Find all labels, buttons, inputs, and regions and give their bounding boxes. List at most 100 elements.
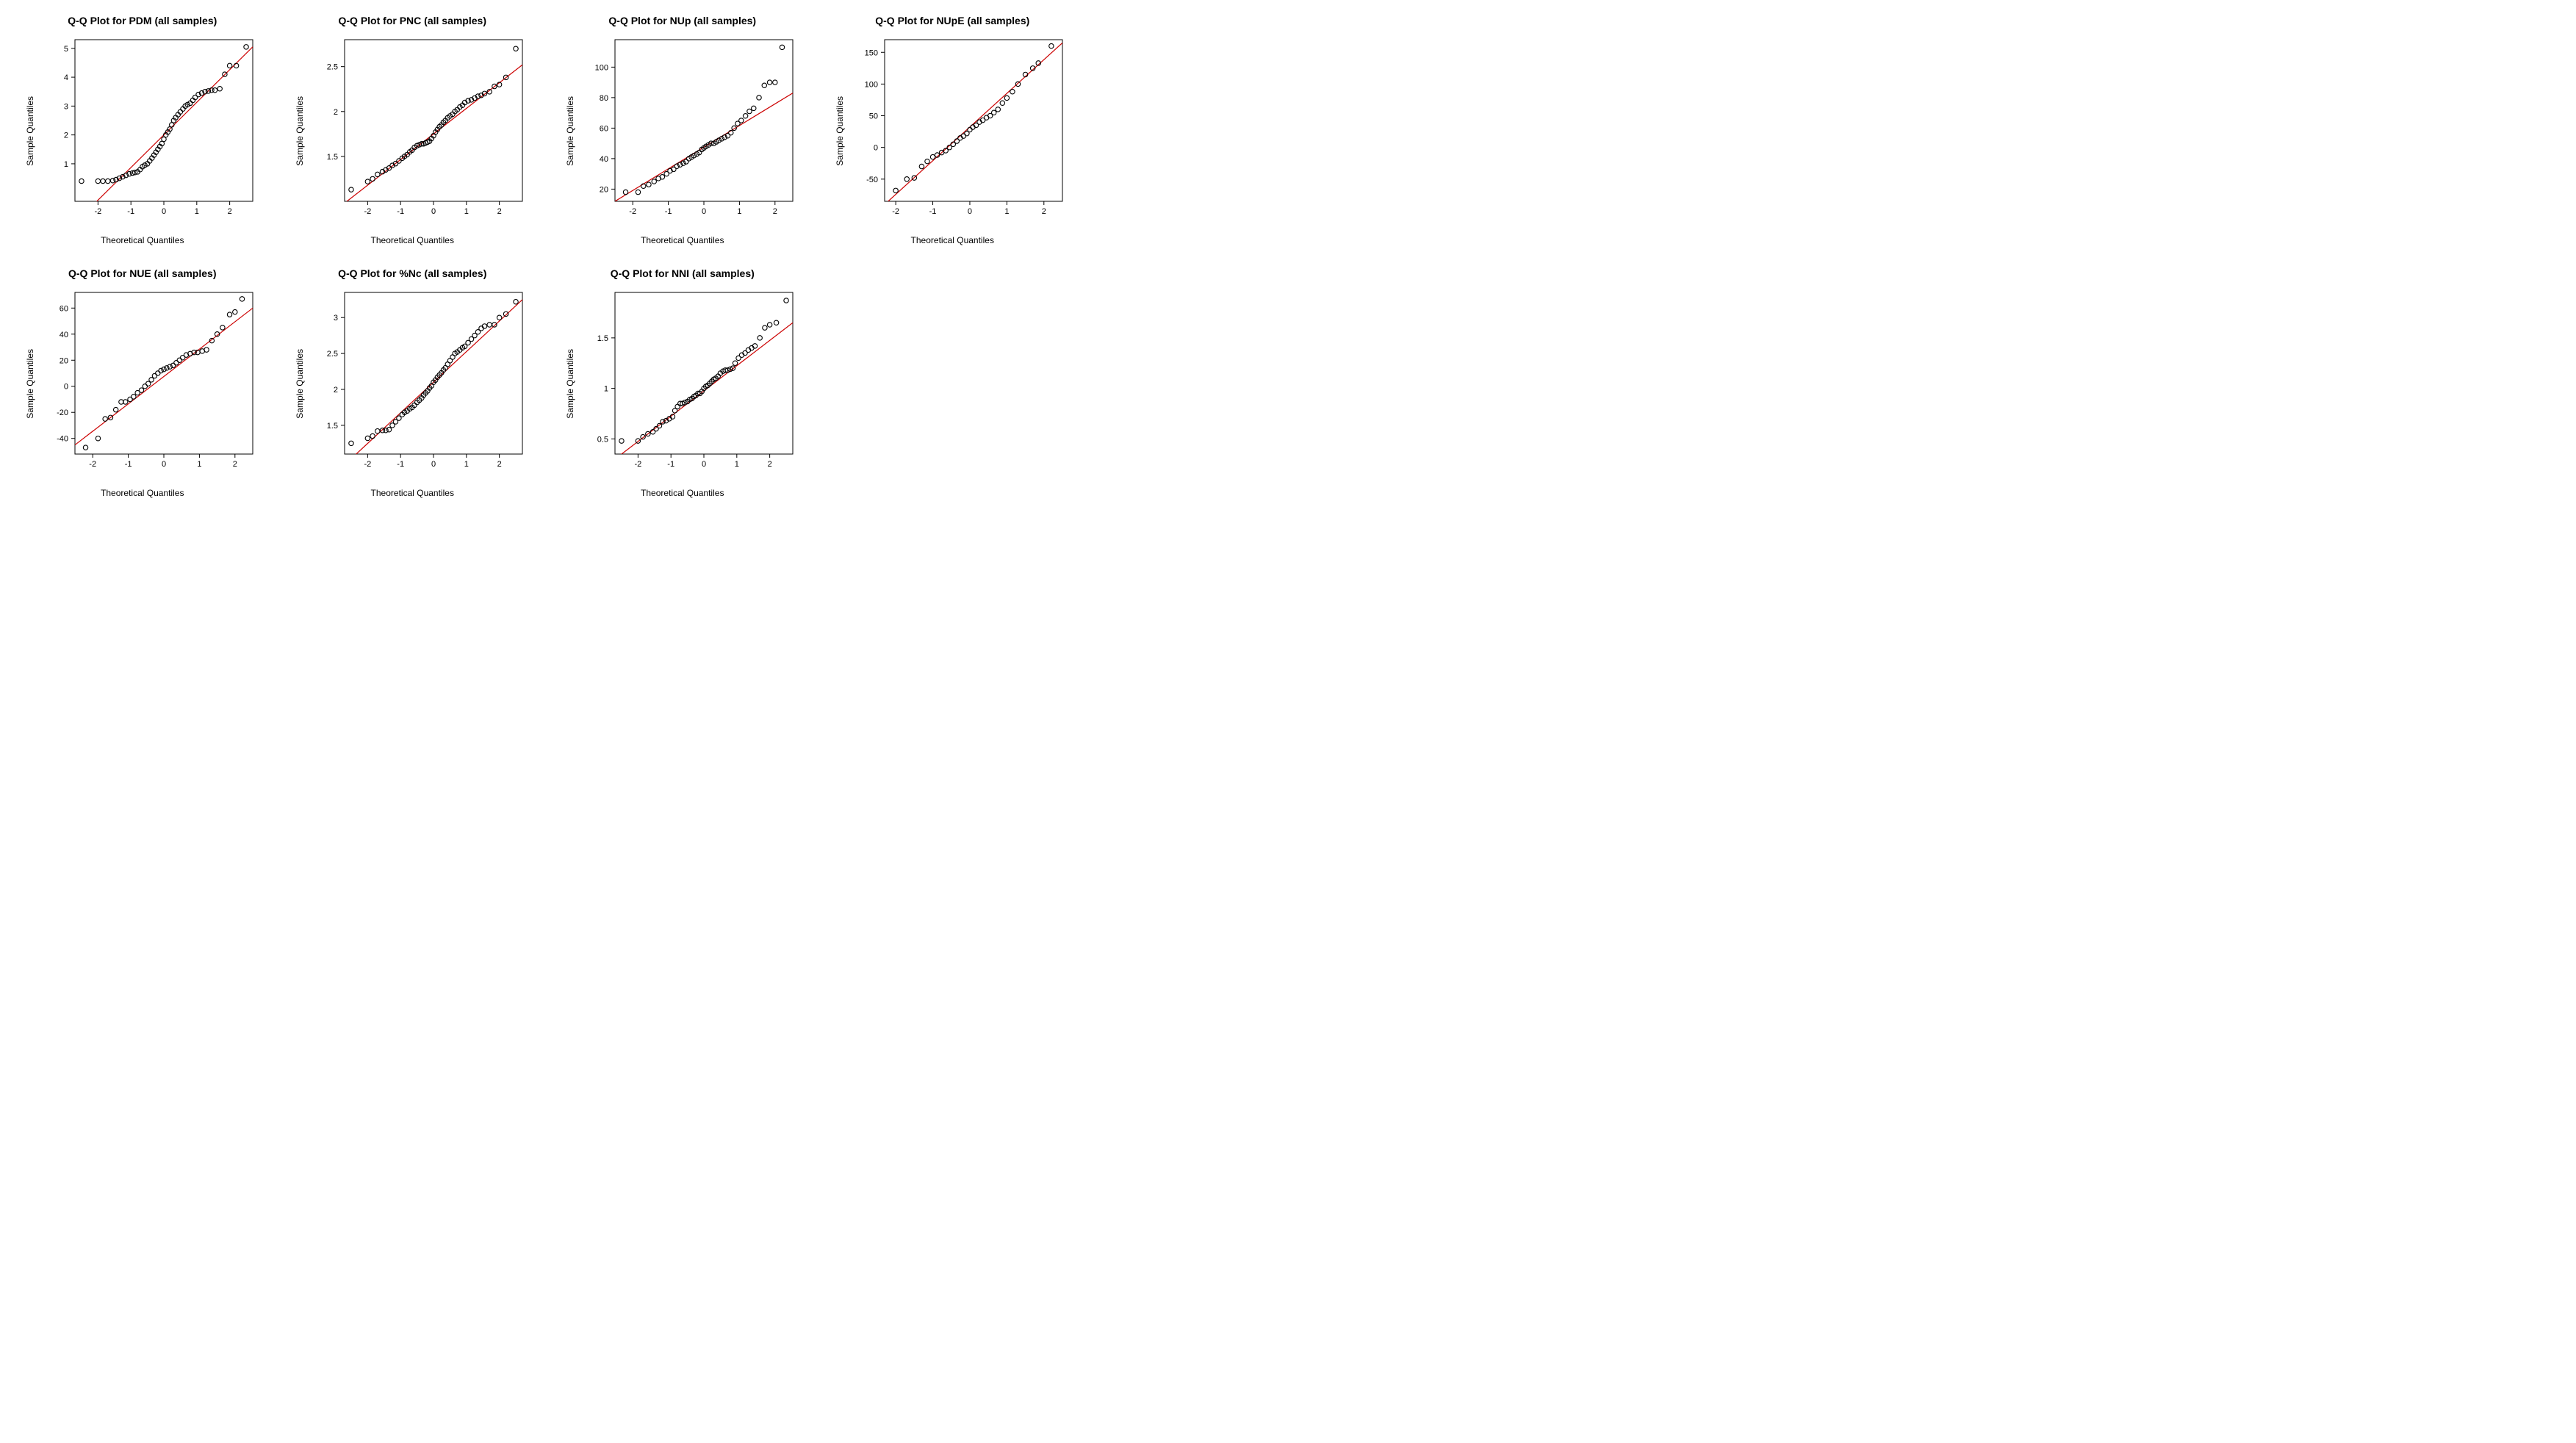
x-axis-label: Theoretical Quantiles	[371, 235, 454, 245]
y-tick-label: 80	[600, 94, 608, 103]
data-point	[762, 83, 766, 87]
data-point	[152, 373, 156, 378]
y-tick-label: 40	[60, 331, 68, 339]
data-point	[79, 179, 84, 183]
x-tick-label: 2	[767, 460, 771, 469]
y-tick-label: 3	[334, 314, 338, 323]
y-tick-label: 0	[64, 383, 68, 392]
qq-plot-svg: -2-10121.522.5	[309, 35, 530, 226]
panel-title: Q-Q Plot for PDM (all samples)	[68, 15, 217, 26]
data-point	[767, 80, 771, 84]
y-axis-label: Sample Quantiles	[835, 96, 845, 166]
y-tick-label: 5	[64, 45, 68, 54]
plot-wrap: Sample Quantiles-2-1012-40-200204060	[25, 288, 260, 479]
data-point	[244, 45, 248, 49]
y-tick-label: 2	[334, 386, 338, 395]
y-tick-label: -40	[57, 435, 68, 444]
data-point	[387, 428, 392, 432]
data-point	[110, 179, 115, 183]
x-tick-label: 1	[737, 207, 741, 216]
data-point	[139, 388, 143, 392]
data-point	[772, 80, 777, 84]
data-point	[1000, 101, 1004, 105]
data-point	[220, 325, 224, 330]
x-tick-label: 0	[968, 207, 972, 216]
data-point	[105, 179, 109, 183]
y-tick-label: 0.5	[597, 435, 608, 444]
x-tick-label: 1	[464, 460, 469, 469]
data-point	[758, 336, 762, 340]
data-point	[113, 407, 118, 411]
y-tick-label: 2	[334, 108, 338, 117]
data-point	[492, 323, 497, 327]
panel-title: Q-Q Plot for NNI (all samples)	[611, 267, 755, 279]
data-point	[83, 445, 87, 450]
data-point	[143, 384, 147, 389]
y-tick-label: 2.5	[327, 350, 338, 359]
data-point	[1016, 82, 1021, 86]
x-tick-label: 2	[497, 207, 502, 216]
data-point	[733, 361, 737, 365]
qq-plot-svg: -2-101220406080100	[580, 35, 800, 226]
data-point	[931, 154, 935, 159]
plot-frame	[75, 292, 253, 454]
data-point	[96, 436, 100, 441]
x-tick-label: 2	[227, 207, 231, 216]
y-axis-label: Sample Quantiles	[295, 349, 305, 419]
qq-reference-line	[75, 308, 253, 445]
y-tick-label: 1.5	[327, 153, 338, 162]
y-tick-label: 1	[604, 385, 608, 394]
x-axis-label: Theoretical Quantiles	[101, 488, 184, 498]
data-point	[487, 323, 492, 327]
data-point	[996, 107, 1000, 112]
x-tick-label: 1	[195, 207, 199, 216]
panel-title: Q-Q Plot for %Nc (all samples)	[338, 267, 486, 279]
x-axis-label: Theoretical Quantiles	[371, 488, 454, 498]
data-point	[683, 159, 688, 164]
data-point	[497, 315, 502, 320]
data-point	[227, 63, 231, 68]
data-point	[212, 88, 217, 93]
data-point	[349, 441, 353, 445]
plot-wrap: Sample Quantiles-2-10121.522.5	[295, 35, 530, 226]
data-point	[719, 137, 724, 141]
y-tick-label: -50	[866, 176, 878, 184]
qq-panel-nup: Q-Q Plot for NUp (all samples)Sample Qua…	[555, 15, 810, 245]
x-tick-label: 1	[1005, 207, 1010, 216]
y-tick-label: 150	[865, 48, 878, 57]
y-tick-label: 20	[600, 185, 608, 194]
data-point	[992, 110, 996, 115]
panel-title: Q-Q Plot for NUp (all samples)	[608, 15, 756, 26]
data-point	[514, 300, 518, 304]
x-tick-label: -1	[397, 207, 405, 216]
y-tick-label: 1.5	[597, 334, 608, 343]
x-axis-label: Theoretical Quantiles	[911, 235, 994, 245]
data-point	[159, 368, 163, 373]
data-point	[784, 298, 788, 303]
x-tick-label: -2	[629, 207, 636, 216]
qq-reference-line	[885, 43, 1062, 204]
y-tick-label: 60	[600, 124, 608, 133]
data-point	[647, 182, 651, 187]
x-tick-label: 0	[702, 460, 706, 469]
data-point	[762, 325, 766, 330]
qq-plot-svg: -2-10121.522.53	[309, 288, 530, 479]
x-tick-label: 0	[702, 207, 706, 216]
data-point	[743, 114, 747, 118]
x-tick-label: 2	[232, 460, 237, 469]
qq-panel-pdm: Q-Q Plot for PDM (all samples)Sample Qua…	[15, 15, 270, 245]
data-point	[217, 87, 222, 91]
x-tick-label: -1	[929, 207, 937, 216]
data-point	[652, 179, 656, 184]
y-axis-label: Sample Quantiles	[295, 96, 305, 166]
x-tick-label: -2	[892, 207, 899, 216]
x-tick-label: 2	[1042, 207, 1046, 216]
y-tick-label: 50	[869, 112, 878, 121]
x-tick-label: 1	[464, 207, 469, 216]
data-point	[204, 348, 209, 352]
x-tick-label: 0	[431, 460, 436, 469]
data-point	[675, 404, 680, 409]
y-tick-label: 0	[874, 144, 878, 153]
data-point	[919, 164, 924, 168]
data-point	[365, 436, 370, 440]
